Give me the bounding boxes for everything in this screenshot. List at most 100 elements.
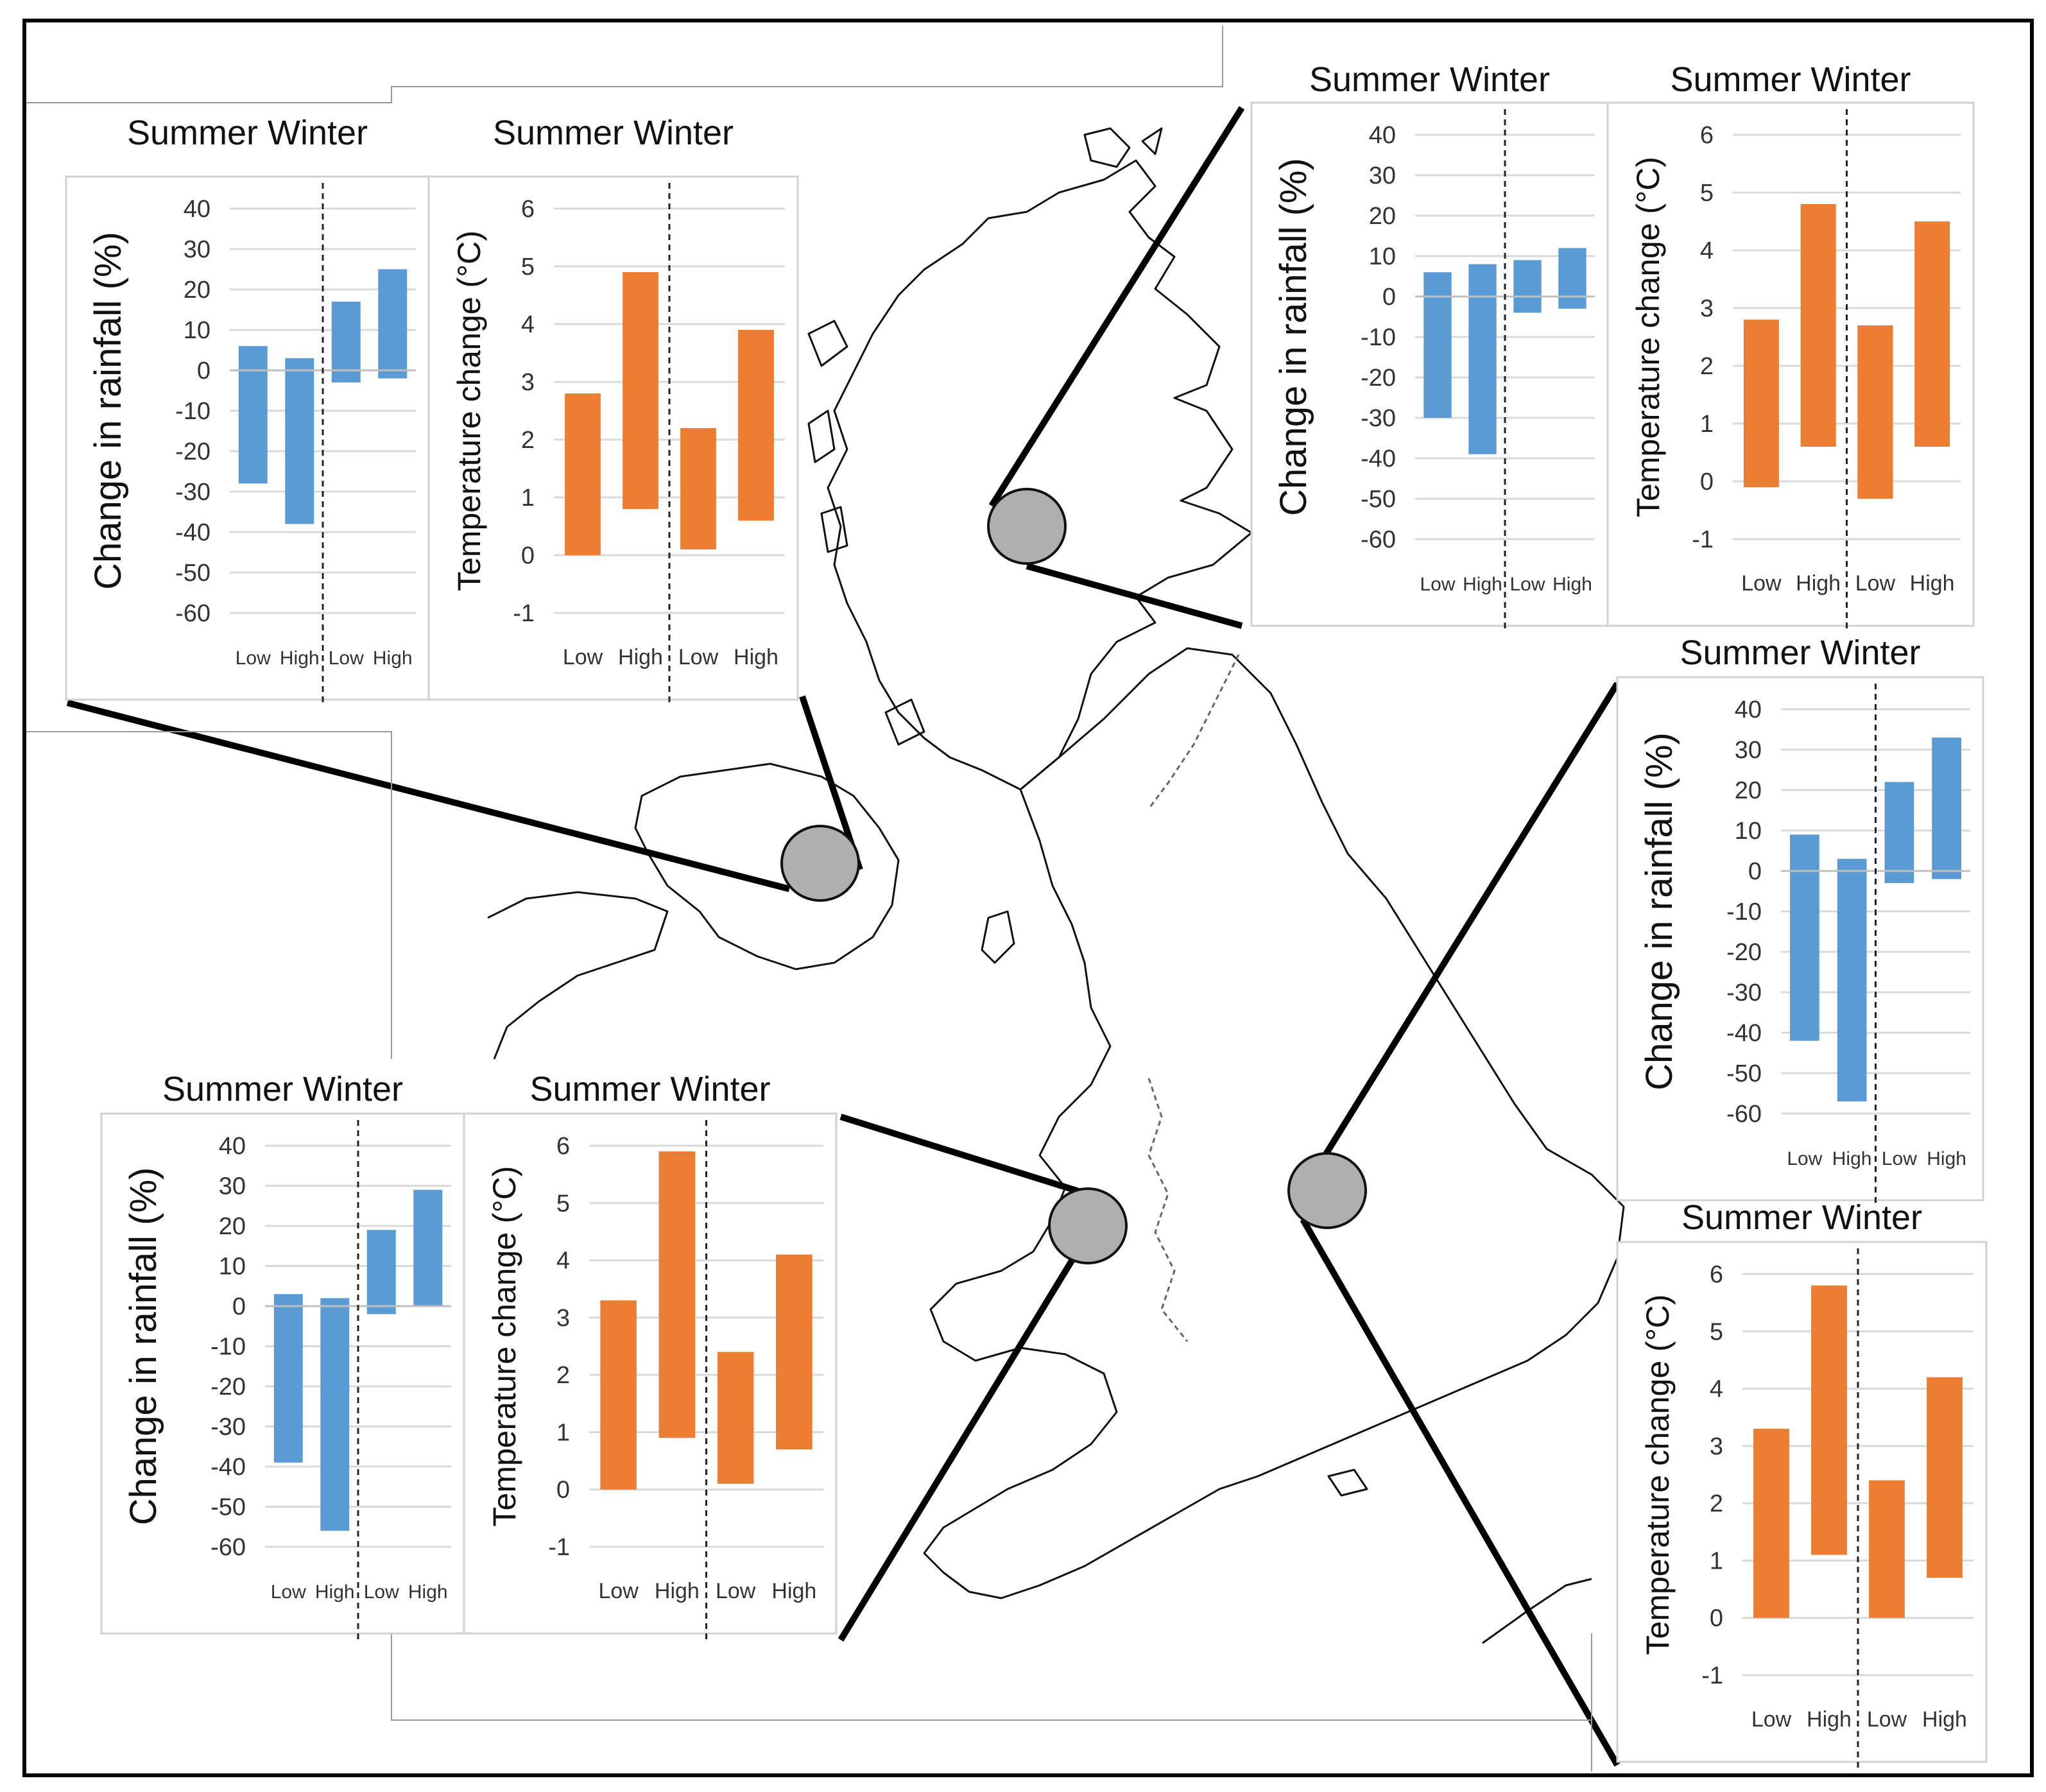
y-tick-label: -40 bbox=[1361, 445, 1396, 472]
y-tick-label: 30 bbox=[1369, 162, 1396, 189]
y-tick-label: 10 bbox=[1369, 243, 1396, 270]
bar-summer-high bbox=[658, 1151, 696, 1438]
y-tick-label: 0 bbox=[1382, 284, 1396, 311]
x-tick-label: Low bbox=[1420, 574, 1455, 595]
scotland-rain-chart: Summer Winter 40 30 20 10 0 -10 -20 -30 -40 -50 -60… bbox=[1250, 60, 1609, 632]
france-coast bbox=[1482, 1578, 1592, 1644]
bar-summer-low bbox=[1423, 272, 1452, 418]
y-tick-label: 20 bbox=[184, 277, 211, 304]
bar-summer-low bbox=[565, 393, 601, 555]
scotland-islands bbox=[807, 127, 1163, 746]
bar-summer-high bbox=[1837, 859, 1867, 1102]
y-tick-label: 1 bbox=[556, 1419, 570, 1446]
y-tick-label: -20 bbox=[211, 1374, 246, 1400]
bar-winter-high bbox=[776, 1254, 812, 1450]
y-tick-label: 1 bbox=[1710, 1547, 1723, 1574]
bar-winter-high bbox=[1927, 1377, 1963, 1578]
bar-winter-low bbox=[680, 428, 716, 549]
x-tick-label: High bbox=[280, 648, 320, 669]
y-tick-label: 4 bbox=[521, 311, 535, 338]
x-tick-label: Low bbox=[329, 648, 364, 669]
x-tick-label: High bbox=[1807, 1707, 1852, 1732]
y-tick-label: -60 bbox=[1726, 1101, 1762, 1128]
y-tick-label: 0 bbox=[1700, 469, 1714, 495]
x-tick-label: High bbox=[1796, 571, 1841, 596]
y-tick-label: -1 bbox=[1692, 526, 1714, 553]
x-tick-label: High bbox=[1927, 1148, 1966, 1169]
y-tick-label: 5 bbox=[556, 1190, 570, 1217]
y-tick-label: 0 bbox=[556, 1477, 570, 1504]
y-tick-label: 0 bbox=[521, 542, 535, 569]
y-tick-label: -50 bbox=[175, 560, 211, 587]
x-tick-label: Low bbox=[1882, 1148, 1917, 1169]
y-tick-label: 10 bbox=[1735, 818, 1762, 845]
x-tick-label: High bbox=[1910, 571, 1955, 596]
y-tick-label: -60 bbox=[175, 600, 211, 627]
chart-title: Summer Winter bbox=[1680, 633, 1920, 672]
y-axis-label: Temperature change (°C) bbox=[1640, 1295, 1676, 1655]
y-tick-label: 40 bbox=[219, 1133, 246, 1160]
x-tick-label: High bbox=[655, 1579, 700, 1603]
y-tick-label: 4 bbox=[1710, 1376, 1723, 1403]
y-tick-label: 0 bbox=[197, 358, 211, 384]
bar-summer-high bbox=[1800, 204, 1836, 447]
y-tick-label: -30 bbox=[175, 479, 211, 506]
y-tick-label: 5 bbox=[1700, 180, 1714, 207]
y-tick-label: -1 bbox=[548, 1534, 570, 1561]
bar-summer-low bbox=[1790, 834, 1819, 1041]
x-tick-label: High bbox=[771, 1579, 816, 1603]
bar-winter-low bbox=[1869, 1480, 1905, 1618]
x-tick-label: High bbox=[408, 1581, 448, 1603]
y-axis-label: Change in rainfall (%) bbox=[1273, 158, 1314, 516]
x-tick-label: Low bbox=[236, 648, 271, 669]
y-tick-label: 0 bbox=[1710, 1605, 1723, 1632]
bar-summer-low bbox=[1743, 320, 1779, 487]
y-tick-label: 3 bbox=[1710, 1433, 1723, 1460]
y-tick-label: -20 bbox=[1726, 939, 1762, 966]
y-tick-label: 3 bbox=[521, 369, 535, 396]
y-tick-label: 4 bbox=[556, 1248, 570, 1275]
y-tick-label: -50 bbox=[1726, 1060, 1762, 1087]
y-tick-label: 10 bbox=[219, 1254, 246, 1280]
y-tick-label: 5 bbox=[1710, 1318, 1723, 1345]
x-tick-label: Low bbox=[1855, 571, 1896, 596]
y-tick-label: -10 bbox=[211, 1334, 246, 1361]
bar-summer-low bbox=[1753, 1429, 1789, 1618]
wales-temp-chart: Summer Winter 6 5 4 3 2 1 0 -1 Temperature change… bbox=[463, 1070, 838, 1640]
x-tick-label: High bbox=[1552, 574, 1592, 595]
y-tick-label: 30 bbox=[219, 1173, 246, 1200]
y-tick-label: 30 bbox=[1735, 737, 1762, 764]
y-tick-label: 0 bbox=[232, 1293, 246, 1320]
y-tick-label: 10 bbox=[184, 317, 211, 344]
y-tick-label: -40 bbox=[1726, 1020, 1762, 1047]
y-tick-label: 30 bbox=[184, 236, 211, 263]
bar-winter-high bbox=[738, 330, 774, 521]
y-tick-label: 40 bbox=[184, 196, 211, 223]
y-tick-label: -30 bbox=[1361, 405, 1396, 432]
x-tick-label: High bbox=[315, 1581, 355, 1603]
site-marker-wales bbox=[1048, 1187, 1128, 1264]
bar-winter-low bbox=[366, 1230, 396, 1314]
chart-title: Summer Winter bbox=[1670, 60, 1911, 99]
y-tick-label: 40 bbox=[1735, 696, 1762, 723]
site-markers bbox=[780, 488, 1367, 1264]
callout-lines bbox=[66, 106, 1620, 1767]
x-tick-label: High bbox=[1463, 574, 1502, 595]
x-tick-label: Low bbox=[563, 645, 603, 669]
panel-frames bbox=[26, 26, 1592, 1771]
wales-rain-chart: Summer Winter 40 30 20 10 0 -10 -20 -30 -40 -50 -60… bbox=[100, 1070, 465, 1640]
x-tick-label: Low bbox=[1787, 1148, 1822, 1169]
y-tick-label: -10 bbox=[1726, 899, 1762, 926]
x-tick-label: Low bbox=[1509, 574, 1545, 595]
y-tick-label: 3 bbox=[556, 1305, 570, 1332]
y-tick-label: 6 bbox=[1700, 122, 1714, 149]
y-tick-label: 6 bbox=[556, 1133, 570, 1160]
y-tick-label: -60 bbox=[1361, 526, 1396, 553]
bar-summer-high bbox=[320, 1298, 350, 1531]
y-tick-label: -20 bbox=[1361, 365, 1396, 392]
isle-of-wight bbox=[1327, 1469, 1368, 1497]
chart-title: Summer Winter bbox=[493, 114, 734, 152]
bar-summer-low bbox=[238, 346, 268, 484]
x-tick-label: High bbox=[734, 645, 778, 669]
